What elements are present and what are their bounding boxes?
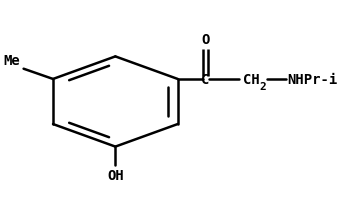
- Text: C: C: [201, 73, 210, 86]
- Text: OH: OH: [107, 168, 124, 182]
- Text: Me: Me: [3, 53, 20, 67]
- Text: 2: 2: [259, 82, 266, 92]
- Text: O: O: [201, 33, 210, 47]
- Text: CH: CH: [243, 73, 260, 86]
- Text: NHPr-i: NHPr-i: [287, 73, 337, 86]
